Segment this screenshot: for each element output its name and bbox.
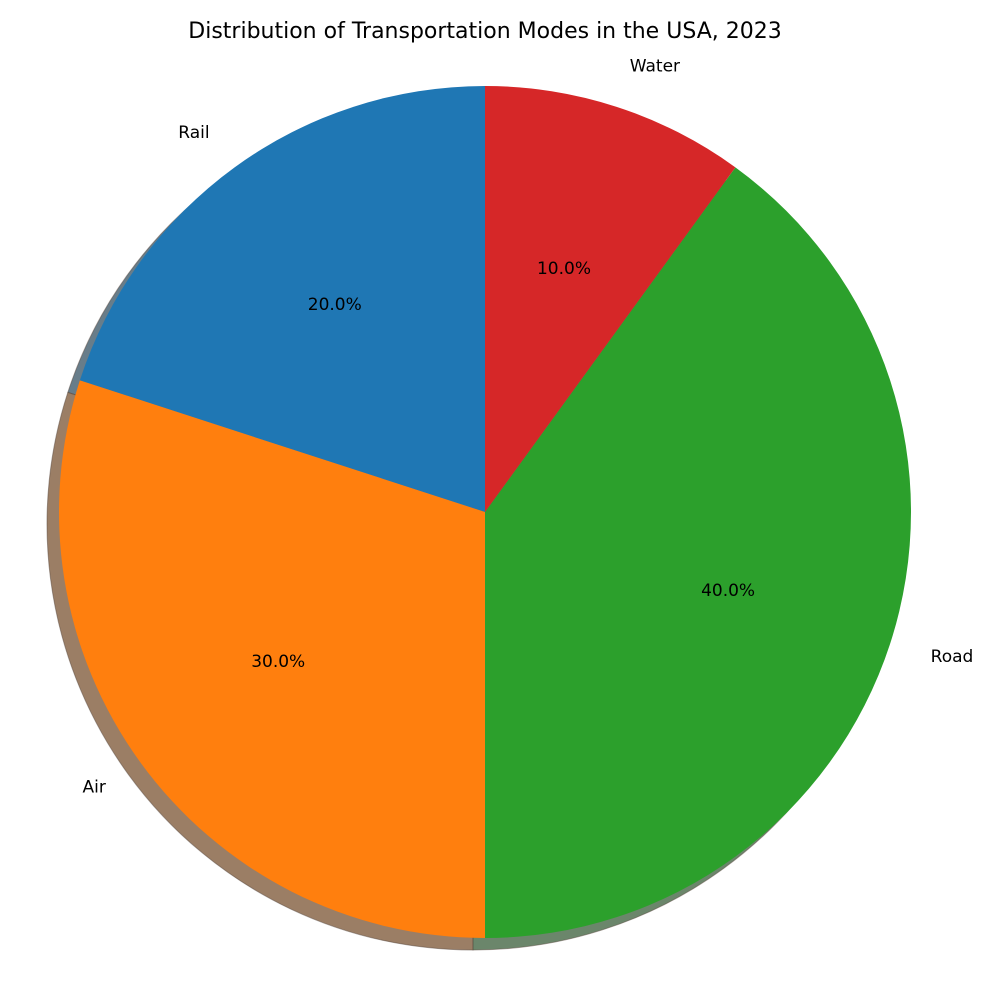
slice-label-air: Air: [83, 777, 106, 797]
pie-labels: Rail 20.0% Air 30.0% Road 40.0% Water 10.0%: [83, 56, 974, 797]
pie-slice-air: [58, 380, 485, 939]
pie-slices: [58, 86, 912, 939]
pie-slice-water: [485, 86, 736, 512]
percent-label-air: 30.0%: [251, 652, 305, 672]
percent-label-road: 40.0%: [701, 581, 755, 601]
percent-label-rail: 20.0%: [308, 295, 362, 315]
slice-label-rail: Rail: [178, 123, 209, 143]
pie-slice-rail: [79, 86, 486, 512]
slice-label-water: Water: [630, 56, 680, 76]
percent-label-water: 10.0%: [537, 259, 591, 279]
slice-label-road: Road: [931, 647, 974, 667]
pie-slice-road: [485, 167, 912, 938]
chart-title: Distribution of Transportation Modes in …: [188, 19, 781, 44]
